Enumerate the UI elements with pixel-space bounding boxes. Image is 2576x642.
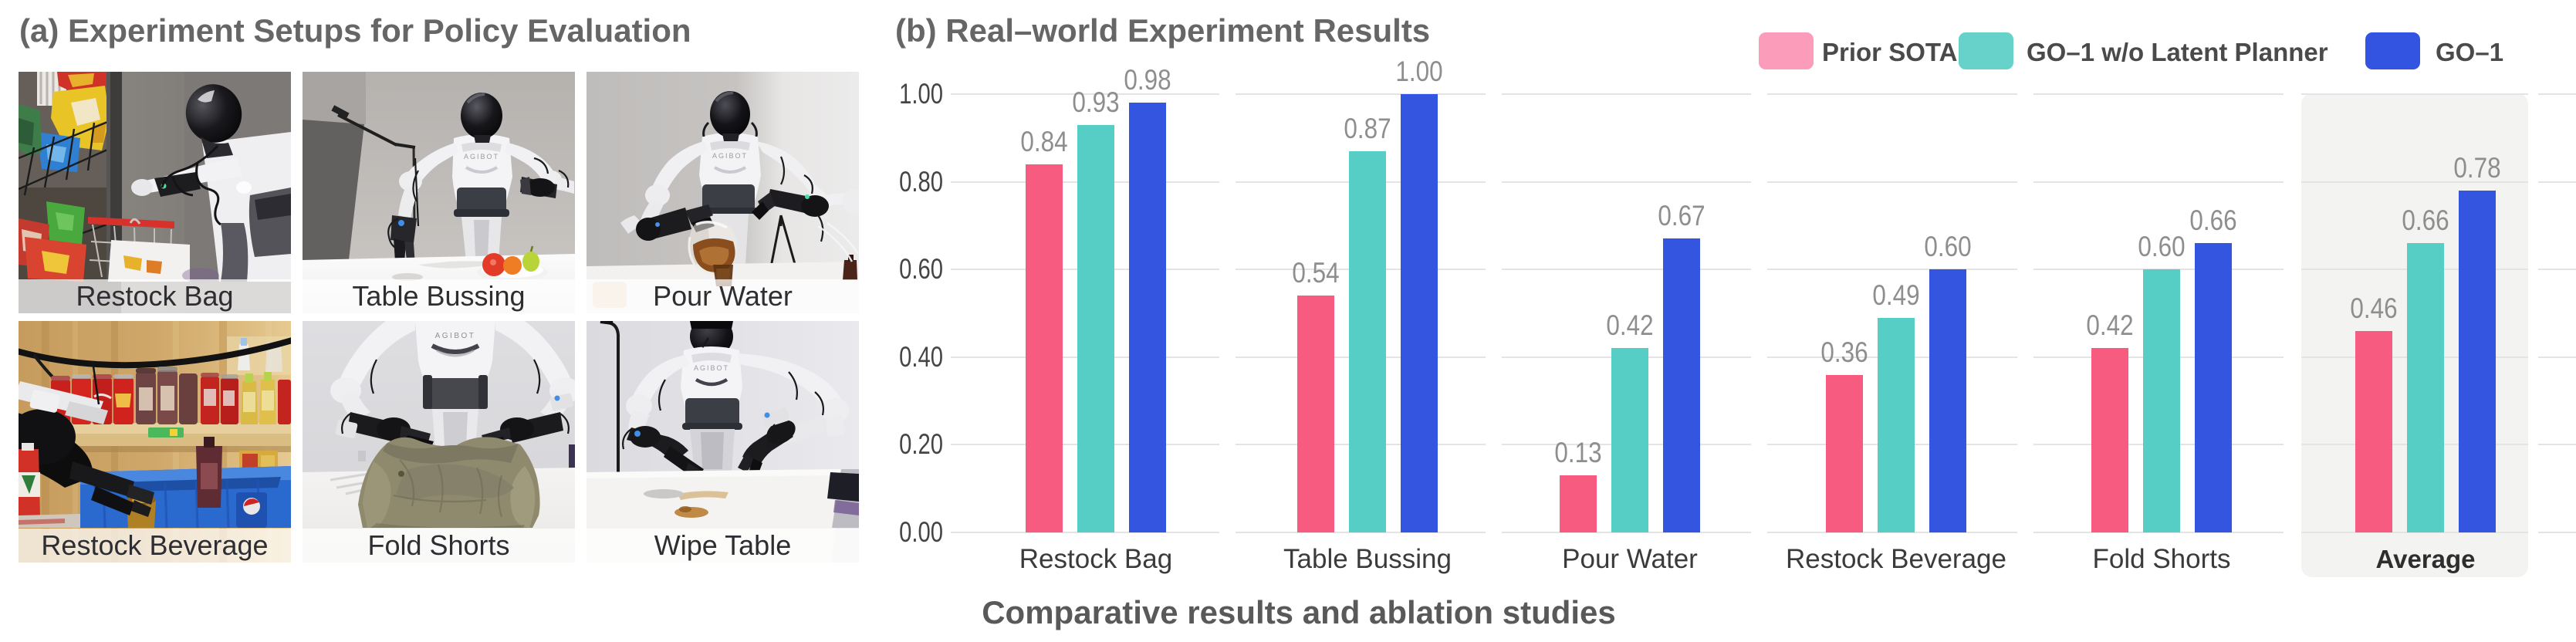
svg-text:AGIBOT: AGIBOT (712, 152, 748, 160)
svg-text:AGIBOT: AGIBOT (464, 153, 499, 160)
svg-text:AGIBOT: AGIBOT (435, 332, 476, 340)
svg-text:AGIBOT: AGIBOT (694, 364, 729, 372)
